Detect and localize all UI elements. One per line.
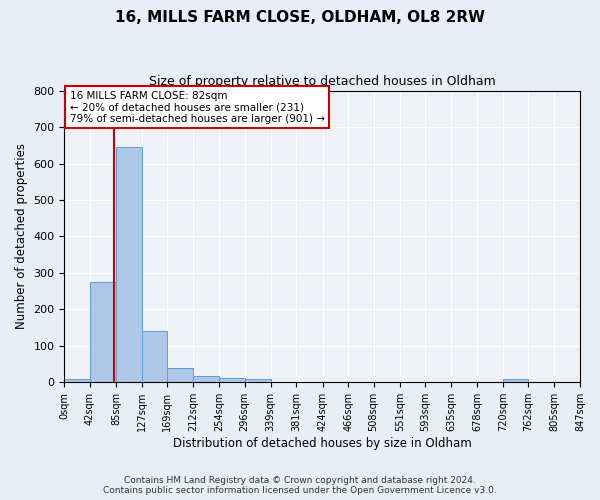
Bar <box>64 380 90 382</box>
X-axis label: Distribution of detached houses by size in Oldham: Distribution of detached houses by size … <box>173 437 472 450</box>
Bar <box>90 282 116 382</box>
Text: 16 MILLS FARM CLOSE: 82sqm
← 20% of detached houses are smaller (231)
79% of sem: 16 MILLS FARM CLOSE: 82sqm ← 20% of deta… <box>70 90 325 124</box>
Text: Contains HM Land Registry data © Crown copyright and database right 2024.
Contai: Contains HM Land Registry data © Crown c… <box>103 476 497 495</box>
Bar <box>503 380 528 382</box>
Bar <box>142 332 167 382</box>
Bar <box>193 376 219 382</box>
Bar <box>167 368 193 382</box>
Text: 16, MILLS FARM CLOSE, OLDHAM, OL8 2RW: 16, MILLS FARM CLOSE, OLDHAM, OL8 2RW <box>115 10 485 25</box>
Bar <box>245 378 271 382</box>
Bar <box>219 378 245 382</box>
Bar <box>116 147 142 382</box>
Title: Size of property relative to detached houses in Oldham: Size of property relative to detached ho… <box>149 75 496 88</box>
Y-axis label: Number of detached properties: Number of detached properties <box>15 144 28 330</box>
